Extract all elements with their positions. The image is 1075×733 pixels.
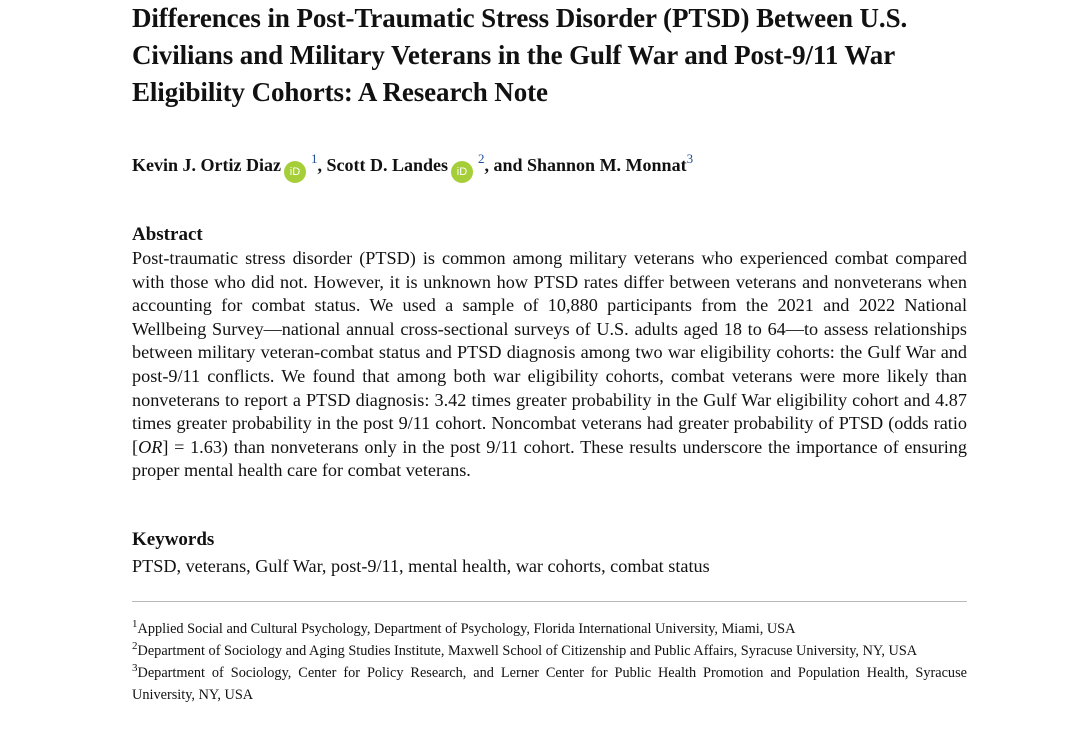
author-separator: , and [484, 155, 528, 175]
footnote: 1Applied Social and Cultural Psychology,… [132, 618, 967, 640]
abstract-heading: Abstract [132, 224, 203, 245]
footnote-mark: 2 [132, 639, 138, 652]
footnotes: 1Applied Social and Cultural Psychology,… [132, 618, 967, 706]
footnote-text: Department of Sociology, Center for Poli… [132, 664, 967, 703]
affiliation-ref[interactable]: 2 [477, 151, 485, 166]
orcid-icon[interactable]: iD [450, 161, 473, 183]
abstract-text-part: Post-traumatic stress disorder (PTSD) is… [132, 248, 967, 457]
abstract-italic-term: OR [138, 436, 163, 457]
author-list: Kevin J. Ortiz Diaz iD1, Scott D. Landes i… [132, 151, 967, 183]
footnote-mark: 1 [132, 617, 138, 630]
keywords-list: PTSD, veterans, Gulf War, post-9/11, men… [132, 555, 710, 576]
footnote-mark: 3 [132, 661, 138, 674]
footnote: 3Department of Sociology, Center for Pol… [132, 662, 967, 706]
footnote-text: Applied Social and Cultural Psychology, … [137, 620, 796, 637]
paper-page: Differences in Post-Traumatic Stress Dis… [132, 0, 967, 706]
author-separator: , [317, 155, 327, 175]
abstract-text-part: ] = 1.63) than nonveterans only in the p… [132, 436, 967, 481]
author-name: Kevin J. Ortiz Diaz [132, 155, 281, 175]
author-name: Scott D. Landes [326, 155, 448, 175]
footnote-divider [132, 600, 967, 602]
abstract-body: Post-traumatic stress disorder (PTSD) is… [132, 247, 967, 483]
footnote: 2Department of Sociology and Aging Studi… [132, 640, 967, 662]
footnote-text: Department of Sociology and Aging Studie… [137, 642, 918, 659]
orcid-icon[interactable]: iD [283, 161, 306, 183]
affiliation-ref[interactable]: 1 [310, 151, 318, 166]
keywords-heading: Keywords [132, 528, 215, 550]
affiliation-ref[interactable]: 3 [686, 151, 694, 166]
author-name: Shannon M. Monnat [527, 155, 687, 175]
paper-title: Differences in Post-Traumatic Stress Dis… [132, 3, 908, 107]
